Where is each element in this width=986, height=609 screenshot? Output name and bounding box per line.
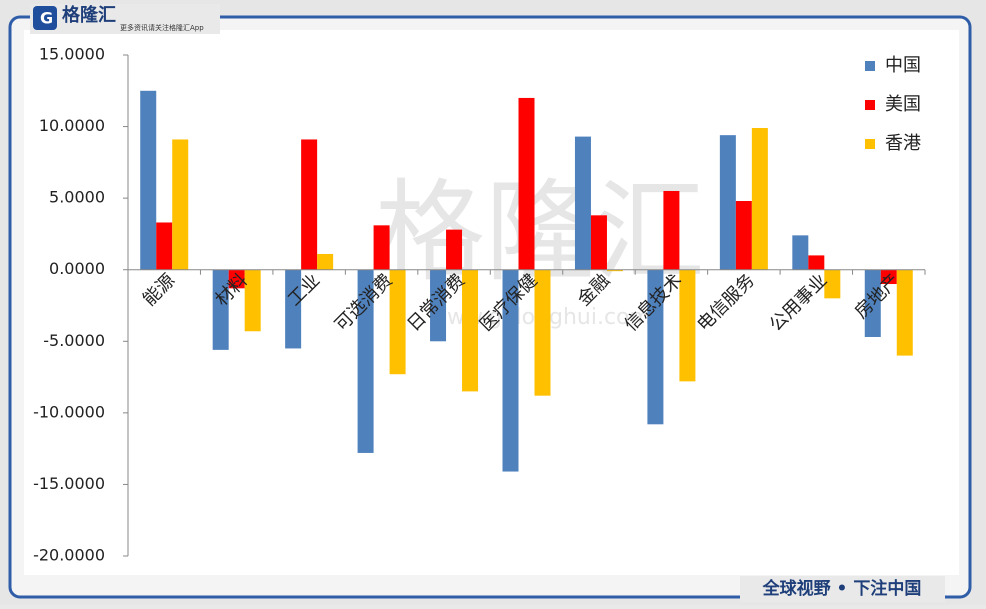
bar: [357, 269, 374, 453]
legend-label: 美国: [885, 94, 921, 115]
logo-icon: [33, 6, 57, 30]
bar: [285, 269, 302, 349]
y-tick-label: -20.0000: [33, 546, 105, 565]
bar: [156, 222, 173, 270]
bar: [647, 269, 664, 425]
bar: [534, 269, 551, 396]
logo-tagline: 更多资讯请关注格隆汇App: [120, 23, 204, 32]
footer-box: [740, 576, 945, 602]
bar: [244, 269, 261, 332]
plot-background: [24, 30, 959, 575]
bar: [389, 269, 406, 375]
y-tick-label: -10.0000: [33, 402, 105, 421]
bar: [373, 225, 390, 270]
y-tick-label: -5.0000: [43, 331, 105, 350]
bar: [880, 269, 897, 285]
logo-text: 格隆汇: [62, 4, 116, 26]
y-tick-label: 0.0000: [49, 259, 105, 278]
bar: [808, 255, 825, 270]
bar: [430, 269, 447, 342]
bar: [679, 269, 696, 382]
footer-slogan: 全球视野 • 下注中国: [762, 578, 922, 599]
bar: [574, 136, 591, 270]
legend-swatch: [865, 139, 875, 149]
y-tick-label: 15.0000: [39, 45, 105, 64]
bar: [896, 269, 913, 356]
bar: [502, 269, 519, 472]
logo-box: [30, 4, 220, 34]
bar: [606, 269, 623, 272]
bar: [228, 269, 245, 289]
logo-icon-letter: G: [40, 9, 53, 28]
bar: [518, 97, 535, 270]
bar: [719, 135, 736, 270]
bar: [824, 269, 841, 299]
y-tick-label: 5.0000: [49, 188, 105, 207]
bar: [317, 253, 334, 270]
bar: [735, 201, 752, 270]
legend-swatch: [865, 100, 875, 110]
y-tick-label: 10.0000: [39, 116, 105, 135]
legend-label: 中国: [885, 55, 921, 76]
bar: [864, 269, 881, 337]
legend-label: 香港: [885, 133, 921, 154]
bar: [212, 269, 229, 350]
bar: [301, 139, 318, 270]
bar: [462, 269, 479, 392]
bar: [751, 128, 768, 270]
legend-swatch: [865, 61, 875, 71]
bar: [663, 190, 680, 270]
bar: [792, 235, 809, 270]
bar: [140, 90, 157, 270]
bar: [590, 215, 607, 270]
y-tick-label: -15.0000: [33, 474, 105, 493]
bar: [446, 229, 463, 270]
bar: [172, 139, 189, 270]
